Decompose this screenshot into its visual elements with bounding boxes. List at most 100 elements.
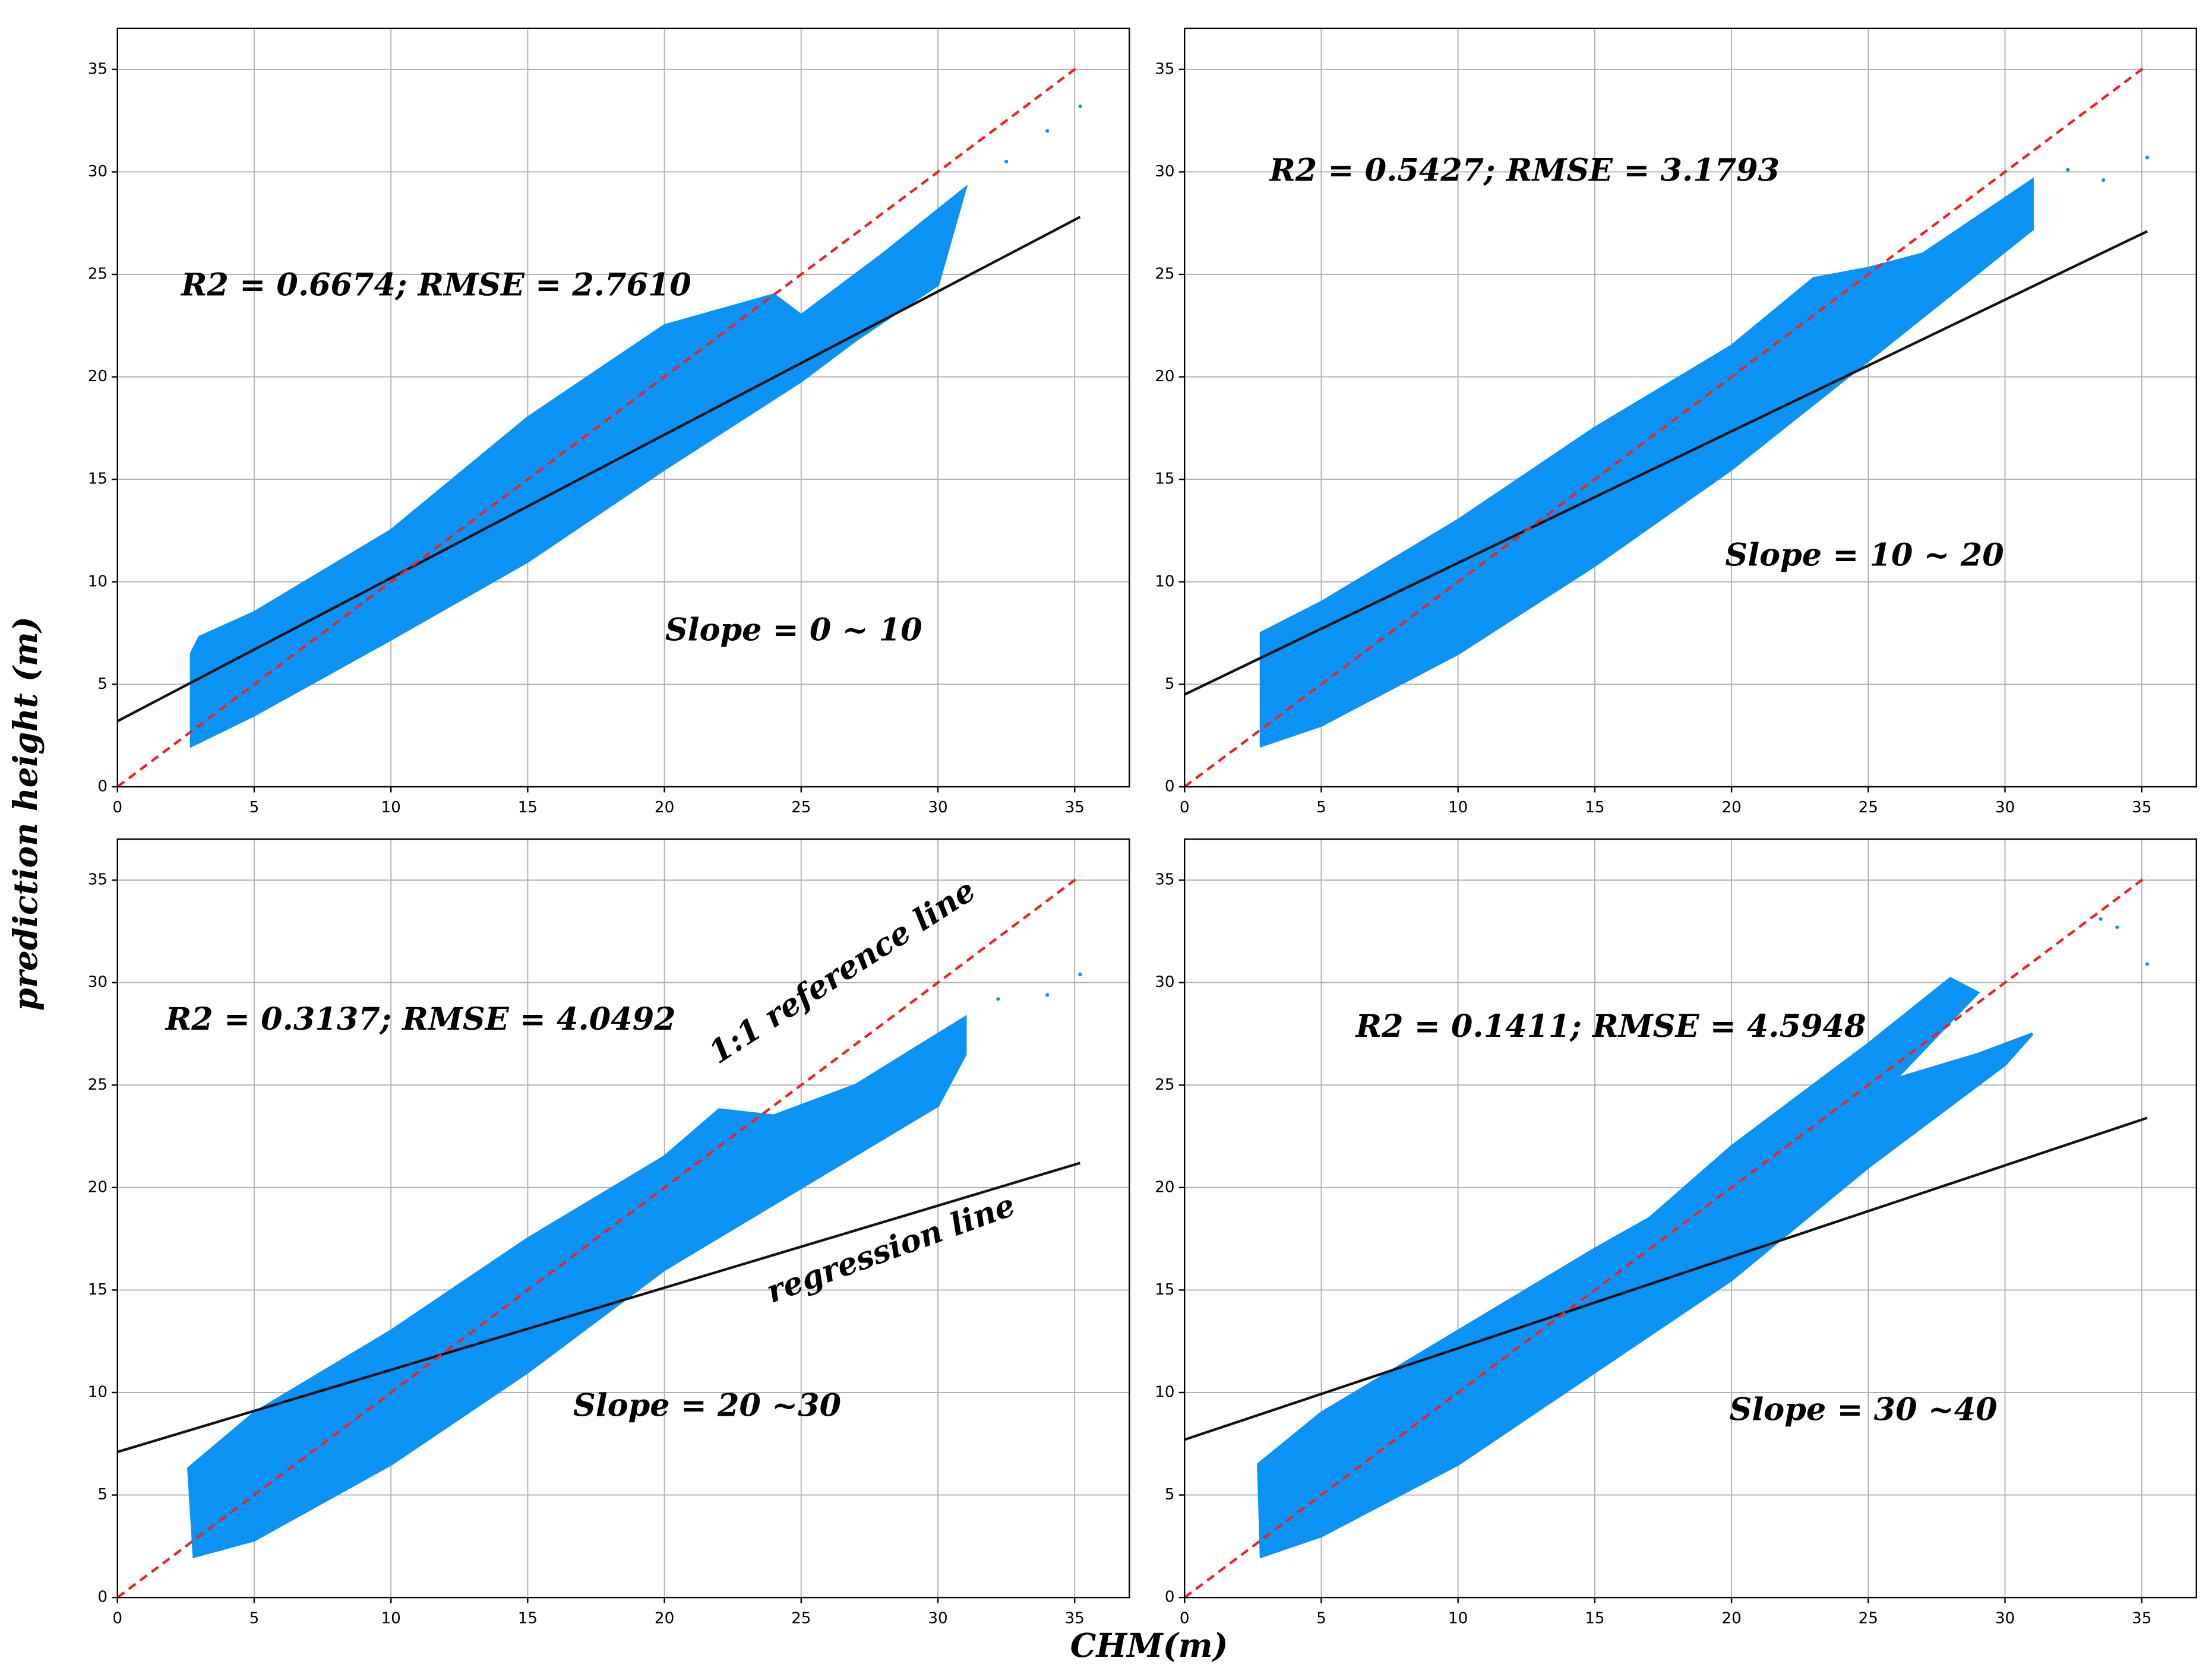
y-tick-label: 35: [88, 871, 108, 889]
x-tick-label: 35: [1065, 1609, 1085, 1627]
reference-line: [117, 875, 1081, 1598]
panel: 0 5 10 15 20 25 30 35 0 5 10 15 20 25 30 35 R2 = 0.1411;…: [1155, 838, 2197, 1627]
x-tick-label: 20: [655, 799, 674, 817]
x-tick-label: 0: [112, 1609, 122, 1627]
y-tick-label: 10: [88, 1383, 108, 1401]
x-tick-label: 0: [1180, 799, 1190, 817]
x-tick-label: 10: [381, 799, 401, 817]
y-tick-label: 25: [88, 265, 108, 283]
reference-line: [1184, 875, 2148, 1598]
x-tick-label: 35: [2132, 1609, 2151, 1627]
scatter-point: [2115, 925, 2119, 929]
annotation: R2 = 0.3137; RMSE = 4.0492: [165, 1001, 676, 1037]
scatter-point: [1045, 129, 1050, 133]
y-tick-label: 35: [1155, 60, 1174, 78]
annotation: R2 = 0.1411; RMSE = 4.5948: [1355, 1008, 1866, 1045]
x-tick-label: 5: [1316, 1609, 1326, 1627]
regression-line: [1184, 230, 2148, 696]
x-tick-label: 5: [1316, 799, 1326, 817]
x-tick-label: 15: [518, 1609, 538, 1627]
panel: 0 5 10 15 20 25 30 35 0 5 10 15 20 25 30 35 R2 = 0.5427;…: [1155, 27, 2197, 817]
x-tick-label: 15: [1585, 1609, 1604, 1627]
regression-line: [117, 1162, 1081, 1454]
y-tick-label: 20: [88, 368, 108, 385]
x-tick-label: 25: [791, 1609, 811, 1627]
y-tick-label: 15: [1155, 1281, 1174, 1299]
x-tick-label: 25: [1859, 1609, 1878, 1627]
panel: 0 5 10 15 20 25 30 35 0 5 10 15 20 25 30 35 R2 = 0.3137;…: [88, 838, 1130, 1627]
point-cloud: [187, 1015, 967, 1559]
y-tick-label: 30: [1155, 973, 1174, 991]
y-tick-label: 5: [97, 1486, 108, 1504]
annotation: regression line: [761, 1187, 1019, 1311]
x-tick-label: 5: [249, 799, 260, 817]
x-tick-label: 20: [1721, 1609, 1741, 1627]
annotation: Slope = 10 ~ 20: [1725, 537, 2004, 573]
x-tick-label: 25: [1859, 799, 1878, 817]
scatter-point: [1004, 160, 1009, 164]
y-tick-label: 0: [1165, 1588, 1175, 1606]
y-tick-label: 25: [88, 1076, 108, 1094]
y-tick-label: 15: [88, 1281, 108, 1299]
y-tick-label: 0: [1165, 777, 1175, 795]
x-tick-label: 30: [1995, 799, 2015, 817]
annotation: Slope = 20 ~30: [573, 1387, 841, 1423]
y-tick-label: 20: [88, 1178, 108, 1196]
point-cloud: [189, 184, 968, 748]
scatter-point: [1078, 104, 1082, 109]
x-axis-label: CHM(m): [1070, 1626, 1228, 1664]
annotation: R2 = 0.6674; RMSE = 2.7610: [180, 267, 691, 303]
scatter-point: [2145, 156, 2150, 160]
y-tick-label: 5: [97, 675, 108, 693]
point-cloud: [1259, 177, 2034, 748]
y-tick-label: 5: [1165, 675, 1175, 693]
x-tick-label: 30: [928, 799, 947, 817]
y-tick-label: 20: [1155, 368, 1174, 385]
annotation: R2 = 0.5427; RMSE = 3.1793: [1268, 152, 1780, 188]
panel: 0 5 10 15 20 25 30 35 0 5 10 15 20 25 30 35 R2 = 0.6674;…: [88, 27, 1130, 817]
reference-line: [1184, 64, 2148, 787]
regression-line: [117, 216, 1081, 723]
axes-frame: [1184, 838, 2197, 1599]
plot-area: [1184, 875, 2150, 1598]
y-tick-label: 0: [97, 777, 108, 795]
x-tick-label: 0: [1180, 1609, 1190, 1627]
scatter-point: [996, 997, 1000, 1001]
y-tick-label: 25: [1155, 1076, 1174, 1094]
y-tick-label: 30: [88, 973, 108, 991]
x-tick-label: 30: [1995, 1609, 2015, 1627]
y-tick-label: 15: [88, 470, 108, 488]
y-tick-label: 15: [1155, 470, 1174, 488]
x-tick-label: 25: [791, 799, 811, 817]
y-tick-label: 10: [1155, 1383, 1174, 1401]
scatter-point: [2099, 917, 2103, 921]
y-tick-label: 35: [1155, 871, 1174, 889]
x-tick-label: 10: [381, 1609, 401, 1627]
axes-frame: [1184, 27, 2197, 788]
y-tick-label: 0: [97, 1588, 108, 1606]
x-tick-label: 35: [2132, 799, 2151, 817]
scatter-point: [1045, 993, 1050, 997]
scatter-point: [2145, 962, 2150, 966]
x-tick-label: 20: [1721, 799, 1741, 817]
point-cloud: [1257, 976, 2034, 1559]
regression-line: [1184, 1116, 2148, 1441]
axes-frame: [116, 27, 1130, 788]
y-axis-label: prediction height (m): [7, 616, 45, 1011]
x-tick-label: 30: [928, 1609, 947, 1627]
scatter-point: [2066, 167, 2070, 172]
reference-line: [117, 64, 1081, 787]
y-tick-label: 35: [88, 60, 108, 78]
y-tick-label: 30: [1155, 163, 1174, 181]
plot-area: [117, 64, 1082, 787]
x-tick-label: 35: [1065, 799, 1085, 817]
annotation: Slope = 30 ~40: [1730, 1392, 1998, 1428]
plot-area: [1184, 64, 2150, 787]
annotation: Slope = 0 ~ 10: [665, 612, 922, 648]
y-tick-label: 10: [1155, 572, 1174, 590]
x-tick-label: 15: [518, 799, 538, 817]
y-tick-label: 30: [88, 163, 108, 181]
x-tick-label: 20: [655, 1609, 674, 1627]
